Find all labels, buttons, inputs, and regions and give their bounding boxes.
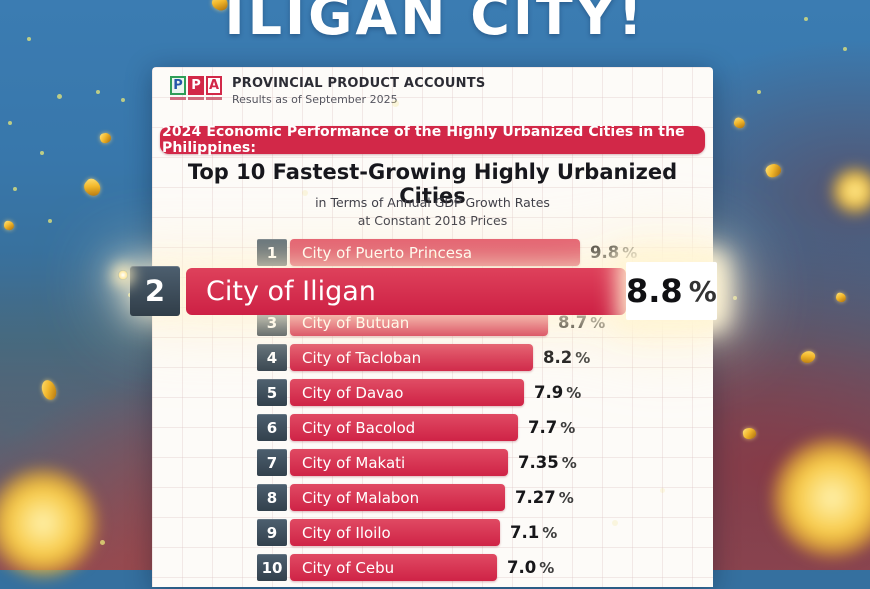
chart-title: Top 10 Fastest-Growing Highly Urbanized …	[187, 160, 678, 208]
highlighted-row: 2 City of Iligan 8.8 %	[118, 262, 717, 320]
value-label: 8.2%	[543, 348, 591, 367]
ppa-logo-caption	[170, 97, 222, 100]
city-bar: City of Iloilo	[290, 519, 500, 546]
table-row: 4 City of Tacloban 8.2%	[257, 344, 713, 371]
confetti-speck	[843, 47, 847, 51]
confetti-speck	[8, 121, 12, 125]
chart-subtitle-line1: in Terms of Annual GDP Growth Rates	[315, 195, 550, 210]
confetti-speck	[660, 488, 665, 493]
value-label: 7.1%	[510, 523, 558, 542]
ppa-header: P P A PROVINCIAL PRODUCT ACCOUNTS Result…	[170, 76, 485, 106]
confetti-speck	[804, 17, 808, 21]
confetti-speck	[96, 90, 100, 94]
rank-badge: 4	[257, 344, 287, 371]
ppa-logo-letter: P	[188, 76, 204, 95]
table-row: 1 City of Puerto Princesa 9.8%	[257, 239, 713, 266]
rank-badge: 5	[257, 379, 287, 406]
confetti-speck	[27, 37, 31, 41]
value-label: 8.8 %	[626, 262, 717, 320]
rank-badge: 7	[257, 449, 287, 476]
ppa-logo-letter: A	[206, 76, 222, 95]
table-row: 5 City of Davao 7.9%	[257, 379, 713, 406]
bar-city-of-iligan: City of Iligan	[186, 267, 626, 315]
rank-badge: 10	[257, 554, 287, 581]
bokeh-glow	[772, 438, 870, 558]
table-row: 9 City of Iloilo 7.1%	[257, 519, 713, 546]
ppa-logo: P P A	[170, 76, 222, 100]
value-label: 7.9%	[534, 383, 582, 402]
confetti-speck	[13, 187, 17, 191]
bokeh-glow	[832, 168, 870, 214]
value-label: 7.0%	[507, 558, 555, 577]
table-row: 7 City of Makati 7.35%	[257, 449, 713, 476]
confetti-speck	[432, 252, 437, 257]
confetti-speck	[733, 296, 737, 300]
org-name: PROVINCIAL PRODUCT ACCOUNTS	[232, 76, 486, 91]
city-bar: City of Bacolod	[290, 414, 518, 441]
city-bar: City of Davao	[290, 379, 524, 406]
city-bar: City of Puerto Princesa	[290, 239, 580, 266]
chart-subtitle-line2: at Constant 2018 Prices	[357, 212, 508, 228]
confetti-speck	[121, 98, 125, 102]
sparkle-icon	[118, 270, 128, 280]
table-row: 8 City of Malabon 7.27%	[257, 484, 713, 511]
rank-badge: 6	[257, 414, 287, 441]
city-bar: City of Makati	[290, 449, 508, 476]
table-row: 10 City of Cebu 7.0%	[257, 554, 713, 581]
confetti-speck	[757, 90, 761, 94]
confetti-speck	[100, 540, 105, 545]
city-bar: City of Malabon	[290, 484, 505, 511]
infographic-card: P P A PROVINCIAL PRODUCT ACCOUNTS Result…	[152, 67, 713, 587]
table-row: 6 City of Bacolod 7.7%	[257, 414, 713, 441]
page-title: ILIGAN CITY!	[224, 0, 646, 47]
rank-badge: 8	[257, 484, 287, 511]
city-bar: City of Cebu	[290, 554, 497, 581]
rank-badge: 2	[130, 266, 180, 316]
confetti-speck	[40, 151, 44, 155]
value-label: 8.7%	[558, 313, 606, 332]
confetti-speck	[392, 100, 399, 107]
value-label: 7.27%	[515, 488, 574, 507]
value-label: 7.7%	[528, 418, 576, 437]
confetti-speck	[612, 520, 618, 526]
city-bar: City of Tacloban	[290, 344, 533, 371]
chart-subtitle: in Terms of Annual GDP Growth Rates at C…	[152, 194, 713, 229]
value-unit: %	[688, 274, 717, 308]
value-label: 9.8%	[590, 243, 638, 262]
confetti-speck	[57, 94, 62, 99]
rank-badge: 9	[257, 519, 287, 546]
org-subtitle: Results as of September 2025	[232, 93, 398, 107]
confetti-speck	[48, 219, 52, 223]
rank-badge: 1	[257, 239, 287, 266]
confetti-speck	[302, 190, 308, 196]
bokeh-glow	[0, 468, 98, 578]
ppa-logo-letter: P	[170, 76, 186, 95]
value-number: 8.8	[626, 272, 683, 310]
value-label: 7.35%	[518, 453, 577, 472]
banner-headline: 2024 Economic Performance of the Highly …	[160, 124, 705, 156]
